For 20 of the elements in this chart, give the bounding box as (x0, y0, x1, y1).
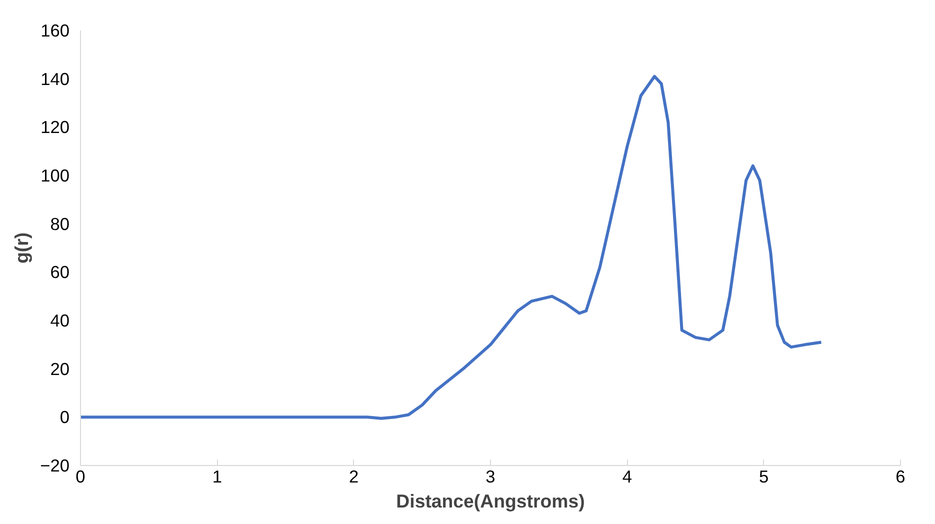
x-tick-label: 5 (759, 466, 769, 486)
x-tick-label: 0 (76, 466, 86, 486)
x-tick-label: 1 (212, 466, 222, 486)
y-tick-label: 0 (60, 407, 70, 428)
x-tick-label: 6 (896, 466, 906, 486)
line-series (80, 74, 823, 420)
y-axis-title: g(r) (11, 232, 32, 264)
y-tick-label: 40 (50, 310, 70, 330)
x-tick-label: 2 (349, 466, 359, 486)
y-tick-label: 80 (50, 214, 70, 234)
y-tick-label: 120 (40, 117, 70, 138)
y-tick-label: 100 (40, 166, 70, 186)
y-tick-label: 140 (40, 68, 70, 89)
x-tick-label: 3 (486, 466, 496, 486)
y-tick-label: 160 (40, 20, 70, 40)
x-tick-label: 4 (622, 466, 632, 486)
y-tick-label: −20 (40, 456, 70, 476)
x-axis-title: Distance(Angstroms) (396, 490, 585, 512)
y-tick-label: 60 (50, 262, 70, 282)
y-tick-label: 20 (50, 358, 70, 379)
